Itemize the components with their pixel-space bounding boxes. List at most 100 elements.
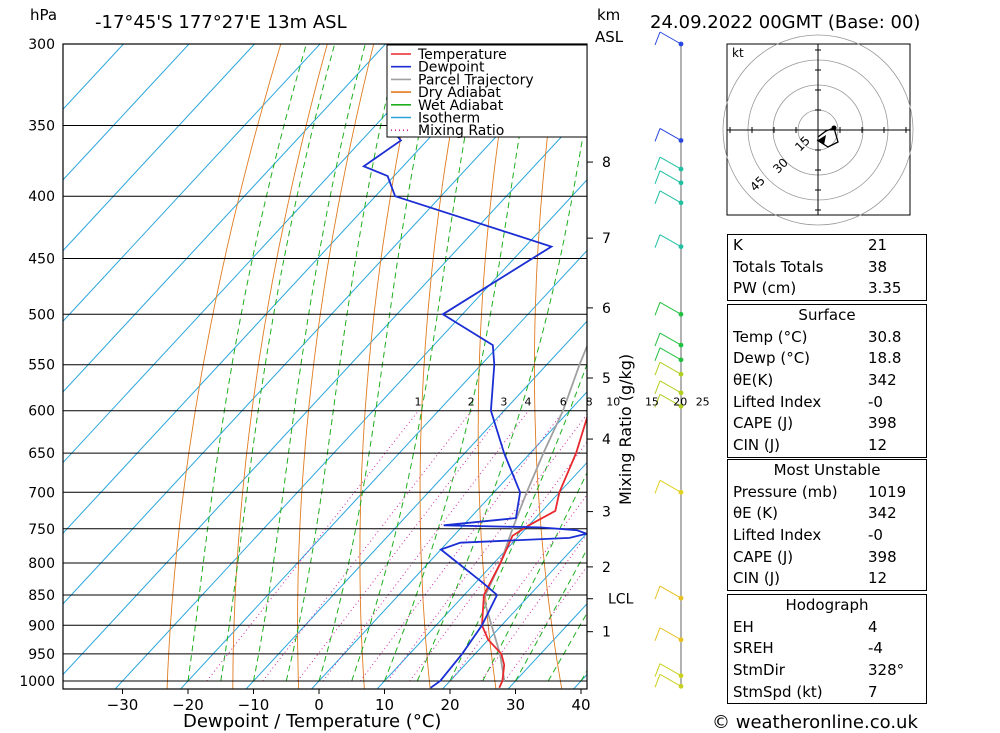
wind-level-dot <box>678 357 684 363</box>
wind-barb <box>659 347 682 361</box>
isotherm-line <box>63 44 387 393</box>
legend-label: Temperature <box>417 47 507 63</box>
pressure-tick-label: 500 <box>28 307 55 323</box>
km-tick-label: 2 <box>602 560 611 576</box>
legend-label: Wet Adiabat <box>418 98 504 114</box>
wind-barb-feather <box>654 674 661 688</box>
copyright: © weatheronline.co.uk <box>712 712 918 733</box>
mixing-ratio-line <box>262 410 472 682</box>
temp-tick-label: 0 <box>314 696 324 714</box>
temp-tick-label: −10 <box>238 696 270 714</box>
mixing-ratio-label: 1 <box>415 396 422 409</box>
wind-barb <box>659 479 682 493</box>
isotherm-line <box>63 44 452 464</box>
pressure-tick-label: 450 <box>28 252 55 268</box>
wind-barb-feather <box>654 362 661 376</box>
wind-level-dot <box>678 41 684 47</box>
km-tick-label: 4 <box>602 432 611 448</box>
wind-level-dot <box>678 595 684 601</box>
pressure-tick-label: 300 <box>28 37 55 53</box>
km-tick-label: 3 <box>602 505 611 521</box>
wind-barb-feather <box>654 302 661 316</box>
lcl-label: LCL <box>608 592 634 608</box>
pressure-tick-label: 800 <box>28 556 55 572</box>
wind-level-dot <box>678 637 684 643</box>
wet-adiabat-line <box>220 44 336 682</box>
pressure-tick-label: 600 <box>28 404 55 420</box>
mixing-ratio-line <box>206 410 419 682</box>
wind-barb-feather <box>654 128 661 142</box>
pressure-tick-label: 550 <box>28 358 55 374</box>
dry-adiabat-line <box>642 8 698 707</box>
index-k: K 21 <box>733 236 888 254</box>
isotherm-line <box>63 44 256 252</box>
isotherm-line <box>63 44 125 110</box>
mixing-ratio-label: 25 <box>696 396 710 409</box>
wind-barb <box>659 234 682 248</box>
wind-barb-feather <box>654 663 661 677</box>
wind-barb <box>659 156 682 170</box>
wet-adiabat-line <box>482 471 587 682</box>
dry-adiabat-line <box>166 44 282 689</box>
wind-barb-feather <box>654 480 661 494</box>
isotherm-line <box>441 532 587 689</box>
temp-tick-label: 10 <box>375 696 394 714</box>
most-unstable-title: Most Unstable <box>773 461 881 479</box>
km-tick-label: 6 <box>602 301 611 317</box>
plot-frame <box>62 43 588 690</box>
temperature-line <box>481 414 587 689</box>
mixing-ratio-axis-label: Mixing Ratio (g/kg) <box>616 354 635 505</box>
temp-tick-label: −20 <box>172 696 204 714</box>
hpa-label: hPa <box>30 6 57 24</box>
hodograph-stats-title: Hodograph <box>785 596 869 614</box>
dry-adiabat-line <box>359 44 421 689</box>
wind-level-dot <box>678 166 684 172</box>
temp-tick-label: 40 <box>571 696 590 714</box>
wind-level-dot <box>678 489 684 495</box>
wind-profile <box>654 31 684 689</box>
isobars <box>63 43 587 682</box>
profiles <box>361 44 587 689</box>
wind-level-dot <box>678 244 684 250</box>
km-tick-label: 1 <box>602 625 611 641</box>
date-title: 24.09.2022 00GMT (Base: 00) <box>650 12 920 33</box>
km-tick-label: 8 <box>602 155 611 171</box>
mixing-ratio-label: 4 <box>525 396 532 409</box>
indices-table: K 21 Totals Totals 38 PW (cm) 3.35 <box>727 234 927 302</box>
wind-level-dot <box>678 683 684 689</box>
wind-barb-feather <box>654 31 661 46</box>
pressure-tick-label: 950 <box>28 647 55 663</box>
legend-label: Parcel Trajectory <box>418 72 534 88</box>
wind-barb <box>659 332 682 346</box>
isotherm-line <box>179 249 587 689</box>
wind-barb-feather <box>654 156 661 171</box>
mixing-ratio-line <box>359 410 565 682</box>
legend-label: Mixing Ratio <box>418 123 504 139</box>
wet-adiabat-line <box>449 362 587 682</box>
legend-label: Dewpoint <box>418 60 485 76</box>
wet-adiabat-line <box>187 44 307 682</box>
index-totals: Totals Totals 38 <box>733 257 888 276</box>
legend-label: Dry Adiabat <box>418 85 501 101</box>
wet-adiabat-line <box>547 612 587 682</box>
hodograph-point <box>831 125 837 131</box>
location-title: -17°45'S 177°27'E 13m ASL <box>95 12 347 33</box>
dry-adiabat-line <box>534 44 563 689</box>
pressure-tick-label: 900 <box>28 618 55 634</box>
wind-barb <box>659 393 682 407</box>
wind-barb-feather <box>654 170 661 184</box>
wind-barb <box>659 673 682 687</box>
wet-adiabat-line <box>416 108 587 682</box>
dry-adiabat-line <box>975 8 1000 707</box>
isotherm-line <box>63 44 321 322</box>
wind-barb <box>659 31 682 45</box>
asl-label: ASL <box>595 28 624 46</box>
wind-level-dot <box>678 200 684 206</box>
mixing-ratio-label: 2 <box>468 396 475 409</box>
pressure-tick-label: 850 <box>28 588 55 604</box>
isotherm-line <box>245 320 587 689</box>
isotherm-line <box>114 179 587 689</box>
wind-level-dot <box>678 403 684 409</box>
